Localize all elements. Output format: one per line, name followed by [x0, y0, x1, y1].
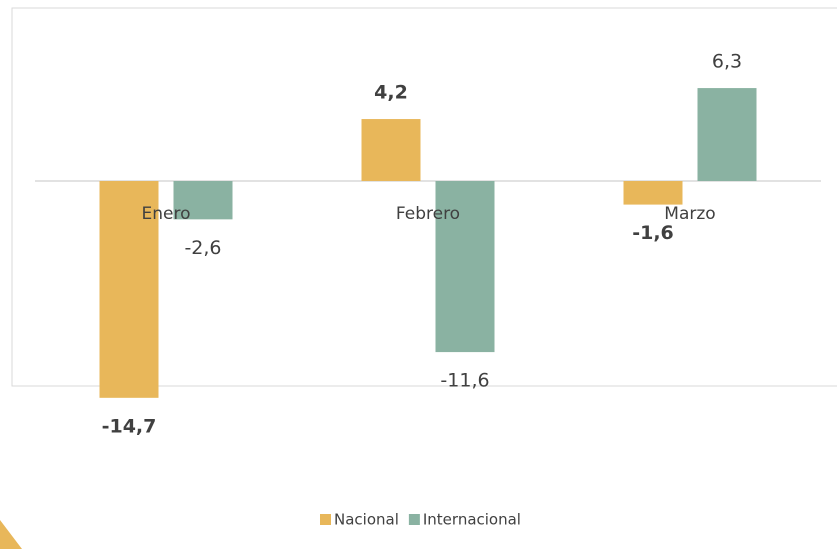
legend-label: Internacional [423, 511, 521, 529]
bar [697, 88, 757, 181]
legend-swatch [408, 514, 420, 525]
data-label: -11,6 [440, 370, 489, 392]
frame [11, 7, 837, 387]
bar [173, 181, 233, 220]
data-label: -14,7 [102, 415, 157, 437]
x-tick-label: Enero [142, 204, 191, 224]
bar [435, 181, 495, 353]
legend-label: Nacional [334, 511, 399, 529]
x-tick-label: Marzo [664, 204, 715, 224]
data-label: -2,6 [184, 237, 221, 259]
data-label: 4,2 [374, 82, 408, 104]
data-label: 6,3 [712, 51, 742, 73]
bar [99, 181, 159, 398]
data-label: -1,6 [632, 222, 674, 244]
legend-swatch [320, 514, 331, 525]
bar [361, 119, 421, 181]
corner-decoration [0, 520, 22, 549]
bar [623, 181, 683, 205]
x-tick-label: Febrero [396, 204, 460, 224]
